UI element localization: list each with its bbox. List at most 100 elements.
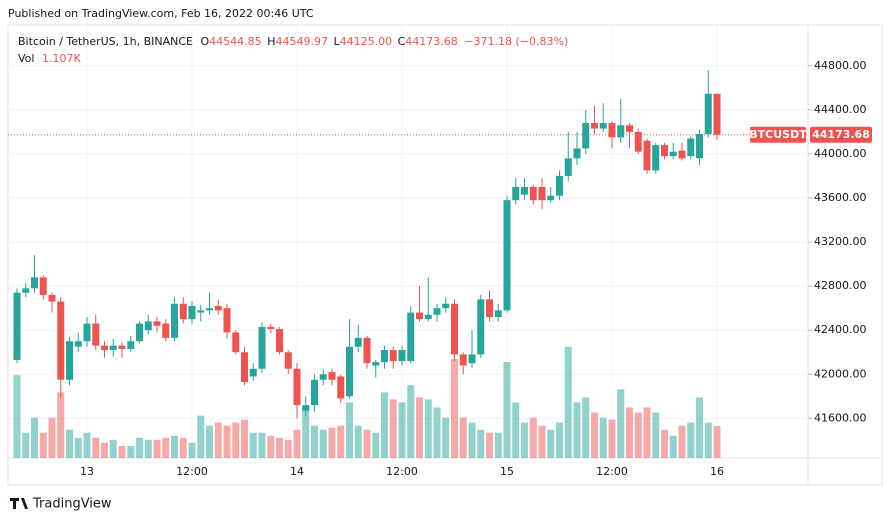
candle-body (92, 323, 100, 346)
candle-body (31, 277, 38, 289)
volume-bar (13, 375, 21, 458)
candle-body (486, 299, 493, 317)
published-note: Published on TradingView.com, Feb 16, 20… (8, 7, 314, 20)
brand-logo (10, 498, 28, 509)
candle-body (661, 145, 668, 157)
candle-body (407, 312, 415, 362)
candle-body (162, 323, 170, 338)
candle-body (372, 362, 380, 366)
volume-bar (153, 439, 161, 458)
volume-bar (109, 439, 117, 458)
candle-body (381, 350, 388, 363)
volume-bar (424, 399, 432, 458)
volume-bar (214, 422, 222, 458)
volume-bar (302, 407, 310, 458)
candle-body (363, 337, 371, 364)
volume-bar (74, 437, 82, 458)
volume-bar (223, 425, 231, 458)
chart-frame (7, 24, 883, 486)
volume-bar (608, 419, 616, 458)
volume-bar (31, 417, 38, 458)
volume-bar (48, 417, 56, 458)
x-tick-label: 14 (290, 465, 304, 478)
candle-body (696, 134, 703, 159)
volume-bar (258, 432, 266, 458)
close-label: C (398, 35, 406, 48)
candle-body (74, 341, 82, 347)
x-tick-label: 13 (80, 465, 94, 478)
volume-bar (442, 417, 450, 458)
x-tick-label: 16 (710, 465, 724, 478)
volume-bar (696, 397, 703, 458)
volume-bar (22, 432, 30, 458)
volume-bar (337, 425, 345, 458)
candle-body (599, 123, 607, 129)
candle-body (354, 337, 362, 347)
volume-bar (494, 432, 502, 458)
candle-body (591, 123, 598, 129)
y-tick-label: 44800.00 (814, 59, 867, 72)
y-tick-label: 42000.00 (814, 367, 867, 380)
volume-bar (118, 445, 126, 458)
candle-body (232, 332, 240, 353)
candle-body (171, 303, 178, 338)
candle-body (337, 376, 345, 399)
candle-body (346, 346, 353, 397)
volume-bar (503, 362, 511, 458)
volume-bar (669, 435, 677, 458)
volume-bar (556, 422, 563, 458)
volume-label: Vol (18, 52, 34, 65)
y-tick-label: 44000.00 (814, 147, 867, 160)
candle-body (144, 321, 152, 331)
brand: TradingView (10, 497, 112, 512)
candle-body (547, 195, 555, 201)
x-tick-label: 12:00 (386, 465, 418, 478)
candle-body (267, 326, 275, 330)
candle-body (573, 148, 581, 159)
volume-bar (57, 392, 65, 458)
candle-body (109, 345, 117, 351)
volume-bar (643, 407, 651, 458)
volume-bar (416, 397, 423, 458)
candle-body (617, 125, 625, 138)
candle-body (153, 321, 161, 326)
volume-bar (459, 417, 467, 458)
symbol-title: Bitcoin / TetherUS, 1h, BINANCE (18, 35, 193, 48)
volume-bar (66, 429, 73, 458)
candle-body (564, 158, 572, 176)
volume-bar (232, 422, 240, 458)
candle-body (258, 326, 266, 369)
candle-body (57, 301, 65, 380)
volume-bar (626, 407, 633, 458)
volume-bar (468, 422, 476, 458)
candle-body (678, 150, 686, 159)
x-tick-label: 15 (500, 465, 514, 478)
candle-body (197, 310, 205, 313)
volume-bar (451, 358, 458, 458)
candle-body (48, 294, 56, 302)
y-tick-label: 43600.00 (814, 191, 867, 204)
candle-body (529, 186, 537, 201)
candle-body (433, 308, 441, 315)
volume-bar (477, 429, 485, 458)
volume-bar (241, 419, 248, 458)
high-label: H (267, 35, 275, 48)
volume-bar (92, 437, 100, 458)
close-value: 44173.68 (405, 35, 458, 48)
candle-body (302, 405, 310, 411)
volume-bar (573, 402, 581, 458)
candle-body (643, 140, 651, 171)
candle-body (713, 93, 721, 135)
candle-body (468, 354, 476, 364)
change-value: −371.18 (−0.83%) (464, 35, 568, 48)
volume-bar (276, 437, 283, 458)
y-tick-label: 42800.00 (814, 279, 867, 292)
candle-body (416, 312, 423, 320)
volume-bar (311, 425, 318, 458)
candle-body (101, 345, 108, 351)
volume-bar (687, 422, 695, 458)
volume-bar (39, 432, 47, 458)
candle-body (704, 93, 712, 135)
y-tick-label: 44400.00 (814, 103, 867, 116)
volume-bar (372, 432, 380, 458)
